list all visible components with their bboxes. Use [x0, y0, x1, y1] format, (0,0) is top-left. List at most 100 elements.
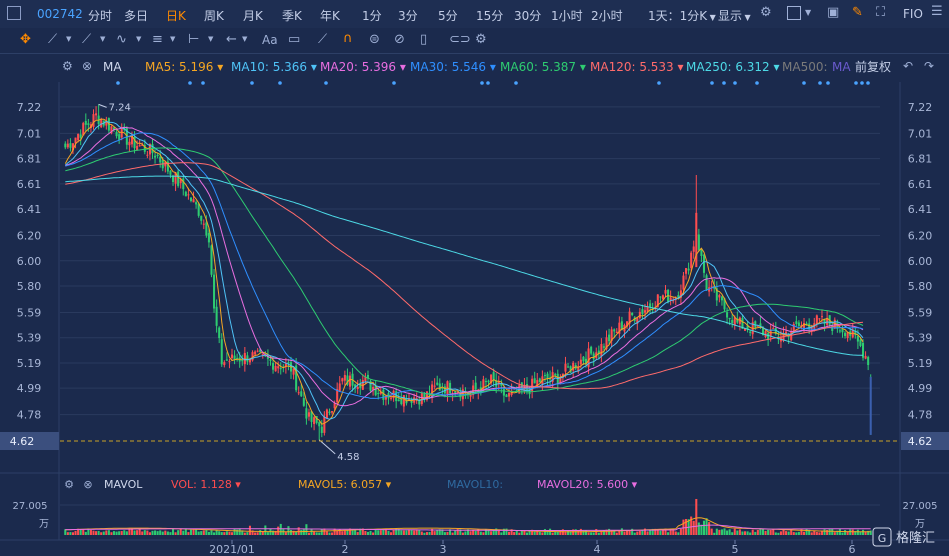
display-menu[interactable]: 显示 ▼ — [718, 7, 751, 24]
candle[interactable] — [400, 399, 403, 405]
candle[interactable] — [277, 366, 280, 369]
candle[interactable] — [372, 387, 375, 390]
candle[interactable] — [756, 325, 759, 327]
candle[interactable] — [792, 323, 795, 332]
candle[interactable] — [390, 397, 393, 399]
chevron-down-icon[interactable]: ▼ — [242, 35, 248, 43]
event-dot[interactable] — [392, 81, 396, 85]
candle[interactable] — [628, 311, 631, 324]
candle[interactable] — [554, 373, 557, 375]
candle[interactable] — [336, 389, 339, 403]
candle[interactable] — [236, 357, 239, 360]
candle[interactable] — [531, 378, 534, 392]
candle[interactable] — [841, 328, 844, 333]
candle[interactable] — [490, 374, 493, 384]
pencil-icon[interactable]: ✎ — [852, 5, 863, 20]
magnet-icon[interactable]: ∩ — [343, 31, 353, 46]
candle[interactable] — [720, 296, 723, 301]
candle[interactable] — [272, 363, 275, 370]
candle[interactable] — [77, 134, 80, 141]
candle[interactable] — [205, 222, 208, 236]
event-dot[interactable] — [324, 81, 328, 85]
candle[interactable] — [266, 355, 269, 359]
candle[interactable] — [677, 295, 680, 298]
candle[interactable] — [136, 145, 139, 151]
chevron-down-icon[interactable]: ▼ — [805, 8, 812, 17]
candle[interactable] — [287, 362, 290, 364]
candle[interactable] — [818, 318, 821, 320]
candle[interactable] — [492, 372, 495, 381]
candle[interactable] — [610, 329, 613, 341]
candle[interactable] — [254, 351, 257, 355]
candle[interactable] — [361, 380, 364, 390]
candle[interactable] — [92, 114, 95, 127]
fq-label[interactable]: FIO — [903, 7, 923, 21]
candle[interactable] — [472, 385, 475, 396]
candle[interactable] — [733, 317, 736, 326]
candle[interactable] — [579, 359, 582, 365]
candle[interactable] — [159, 156, 162, 163]
candle[interactable] — [505, 394, 508, 398]
candle[interactable] — [310, 411, 313, 422]
event-dot[interactable] — [486, 81, 490, 85]
candle[interactable] — [436, 382, 439, 385]
candle[interactable] — [374, 385, 377, 396]
candle[interactable] — [105, 120, 108, 126]
candle[interactable] — [646, 306, 649, 312]
candle[interactable] — [241, 359, 244, 362]
close-icon[interactable]: ⊗ — [82, 59, 93, 73]
candle[interactable] — [233, 355, 236, 360]
candle[interactable] — [697, 234, 700, 251]
candle[interactable] — [182, 178, 185, 190]
candle[interactable] — [431, 384, 434, 398]
candle[interactable] — [189, 197, 192, 201]
candle[interactable] — [348, 375, 352, 387]
candle[interactable] — [551, 372, 554, 382]
candle[interactable] — [764, 331, 767, 338]
candle[interactable] — [195, 202, 198, 205]
event-dot[interactable] — [116, 81, 120, 85]
candle[interactable] — [443, 386, 446, 394]
candle[interactable] — [346, 375, 349, 385]
candle[interactable] — [520, 382, 523, 390]
candle[interactable] — [292, 368, 295, 375]
candle[interactable] — [785, 331, 788, 336]
candle[interactable] — [143, 144, 146, 152]
candle[interactable] — [323, 416, 326, 433]
text-tool-icon[interactable]: Aa — [262, 33, 278, 47]
candle[interactable] — [638, 311, 641, 319]
chevron-down-icon[interactable]: ▼ — [208, 35, 214, 43]
candle[interactable] — [246, 355, 249, 362]
candle[interactable] — [341, 378, 344, 382]
candle[interactable] — [754, 321, 757, 328]
candle[interactable] — [746, 325, 749, 330]
period-tab-1[interactable]: 多日 — [124, 9, 149, 23]
candle[interactable] — [228, 361, 231, 363]
candle[interactable] — [251, 352, 254, 361]
candle[interactable] — [687, 268, 690, 271]
comment-icon[interactable]: ▭ — [288, 32, 301, 47]
candle[interactable] — [130, 135, 134, 145]
candle[interactable] — [200, 215, 203, 221]
candle[interactable] — [618, 322, 621, 334]
candle[interactable] — [546, 373, 549, 379]
candle[interactable] — [423, 393, 426, 398]
candle[interactable] — [295, 365, 298, 391]
candle[interactable] — [728, 317, 731, 319]
candle[interactable] — [297, 392, 300, 394]
candle[interactable] — [418, 399, 421, 405]
candle[interactable] — [600, 343, 603, 357]
candle[interactable] — [482, 379, 485, 391]
candle[interactable] — [590, 346, 593, 354]
chevron-down-icon[interactable]: ▼ — [170, 35, 176, 43]
candle[interactable] — [407, 398, 411, 401]
period-tab-13[interactable]: 2小时 — [591, 9, 623, 23]
candle[interactable] — [313, 417, 316, 425]
candle[interactable] — [559, 376, 562, 384]
candle[interactable] — [397, 399, 400, 402]
event-dot[interactable] — [854, 81, 858, 85]
candle[interactable] — [864, 355, 867, 359]
lock-icon[interactable]: ⊜ — [369, 32, 380, 47]
undo-icon[interactable]: ↶ — [903, 59, 914, 73]
fibonacci-tool-icon[interactable]: ≡ — [152, 32, 163, 47]
